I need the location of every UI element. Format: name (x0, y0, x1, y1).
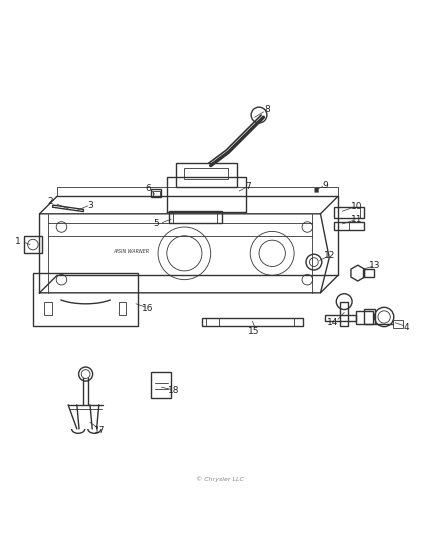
Text: ■: ■ (313, 188, 318, 192)
Bar (33, 273, 138, 326)
Bar (175, 163, 237, 188)
Text: 10: 10 (350, 202, 361, 211)
Text: 15: 15 (247, 327, 259, 336)
Bar (333, 207, 364, 218)
Text: 7: 7 (244, 182, 251, 191)
Bar (169, 211, 221, 223)
Text: 16: 16 (141, 304, 153, 313)
Text: 5: 5 (152, 219, 159, 228)
Bar (201, 318, 302, 326)
Bar (173, 212, 217, 223)
Bar (44, 302, 52, 315)
Bar (392, 320, 402, 328)
Bar (339, 302, 347, 326)
Text: 6: 6 (145, 184, 151, 193)
Text: 11: 11 (350, 215, 361, 224)
Bar (363, 269, 374, 278)
Bar (184, 168, 228, 179)
Text: 14: 14 (326, 318, 338, 327)
Text: 4: 4 (403, 324, 408, 333)
Text: 13: 13 (368, 261, 379, 270)
Bar (151, 189, 161, 197)
Text: 18: 18 (168, 386, 179, 395)
Bar (355, 311, 372, 325)
Text: 9: 9 (321, 181, 327, 190)
Bar (333, 222, 364, 230)
Bar (324, 315, 355, 321)
Text: 1: 1 (14, 237, 21, 246)
Text: 3: 3 (87, 200, 93, 209)
Text: 8: 8 (263, 106, 269, 114)
Text: © Chrysler LLC: © Chrysler LLC (195, 477, 243, 482)
Bar (152, 191, 159, 196)
Text: AISIN WARNER: AISIN WARNER (113, 248, 149, 254)
Bar (364, 309, 374, 325)
Text: 2: 2 (48, 197, 53, 206)
Text: 17: 17 (94, 426, 106, 435)
Bar (151, 372, 171, 398)
Bar (118, 302, 126, 315)
Text: 12: 12 (323, 252, 334, 261)
Bar (24, 236, 42, 253)
